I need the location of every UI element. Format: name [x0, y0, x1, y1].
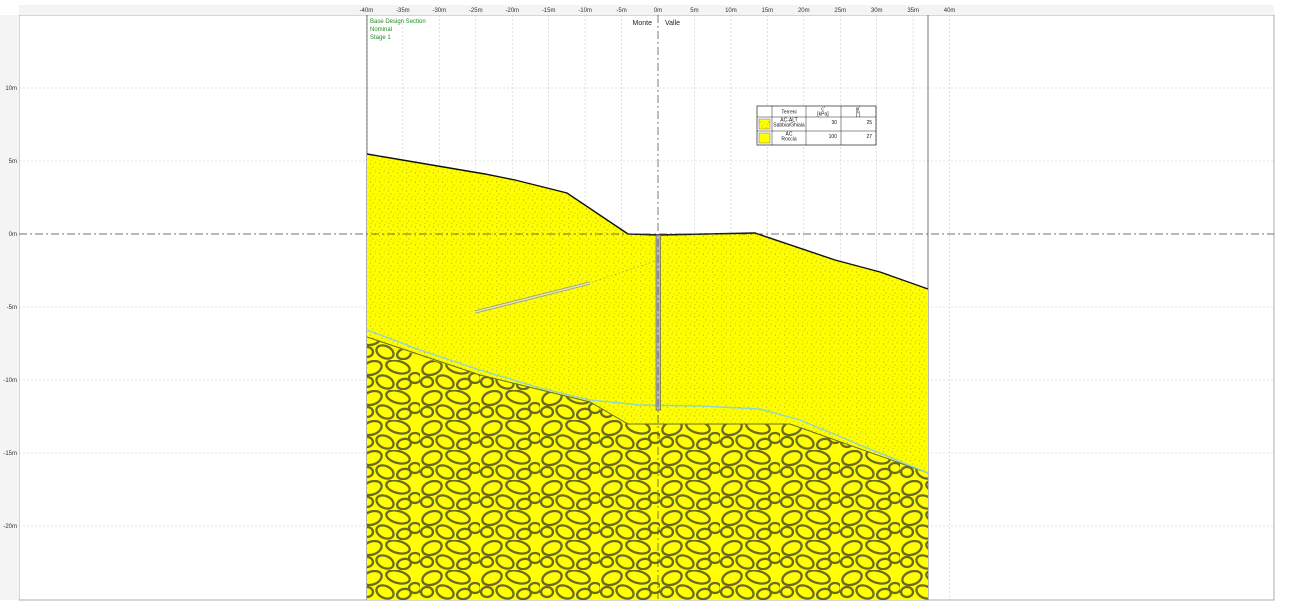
- x-tick-labels: -40m -35m -30m -25m -20m -15m -10m -5m 0m 5m 10m 15…: [360, 8, 956, 14]
- left-axis-band: [0, 15, 19, 600]
- x-tick-label: 10m: [725, 8, 737, 14]
- x-tick-label: 30m: [871, 8, 883, 14]
- legend-row-name: AC Roccia: [781, 132, 797, 143]
- info-line-1: Base Design Section: [370, 19, 426, 25]
- y-tick-label: 10m: [5, 86, 17, 92]
- x-tick-label: 15m: [762, 8, 774, 14]
- y-tick-label: -15m: [3, 451, 17, 457]
- top-axis-band: [19, 5, 1274, 15]
- layer-boundary-line: [366, 336, 929, 474]
- x-tick-label: 40m: [944, 8, 956, 14]
- legend-header-c: c' [kPa]: [817, 107, 829, 118]
- legend-row-phi: 27: [866, 134, 872, 140]
- x-tick-label: -30m: [432, 8, 446, 14]
- legend-header-terreni: Terreni: [781, 110, 796, 116]
- y-tick-labels: 10m 5m 0m -5m -10m -15m -20m: [3, 86, 17, 530]
- x-tick-label: -5m: [616, 8, 626, 14]
- x-tick-label: 35m: [907, 8, 919, 14]
- legend-header-phi: φ' [°]: [856, 107, 861, 118]
- x-tick-label: -25m: [469, 8, 483, 14]
- legend-table: Terreni c' [kPa] φ' [°] AC-ALT Sabbia/Ghiaia 30…: [756, 105, 877, 146]
- side-label-left: Monte: [633, 20, 653, 27]
- info-line-2: Nominal: [370, 27, 392, 33]
- legend-swatch-rock: [758, 132, 771, 144]
- legend-row-c: 30: [831, 120, 837, 126]
- legend-swatch-sand: [758, 118, 771, 130]
- legend-row-name: AC-ALT Sabbia/Ghiaia: [773, 118, 805, 129]
- legend-row-phi: 25: [866, 120, 872, 126]
- x-tick-label: -20m: [505, 8, 519, 14]
- x-tick-label: -15m: [542, 8, 556, 14]
- x-tick-label: 25m: [834, 8, 846, 14]
- x-tick-label: 20m: [798, 8, 810, 14]
- rock-layer: [367, 337, 928, 600]
- x-tick-label: 5m: [690, 8, 698, 14]
- y-tick-label: -5m: [7, 305, 17, 311]
- y-tick-label: 5m: [9, 159, 17, 165]
- x-tick-label: 0m: [654, 8, 662, 14]
- y-tick-label: 0m: [9, 232, 17, 238]
- legend-row-c: 100: [829, 134, 838, 140]
- y-tick-label: -10m: [3, 378, 17, 384]
- water-table-line: [366, 329, 929, 474]
- anchor-bulb-core: [474, 282, 591, 313]
- info-line-3: Stage 1: [370, 35, 391, 41]
- ground-surface-line: [366, 153, 929, 290]
- x-tick-label: -40m: [360, 8, 374, 14]
- sand-gravel-layer: [367, 154, 928, 473]
- side-label-right: Valle: [665, 20, 680, 27]
- x-tick-label: -10m: [578, 8, 592, 14]
- x-tick-label: -35m: [396, 8, 410, 14]
- y-tick-label: -20m: [3, 524, 17, 530]
